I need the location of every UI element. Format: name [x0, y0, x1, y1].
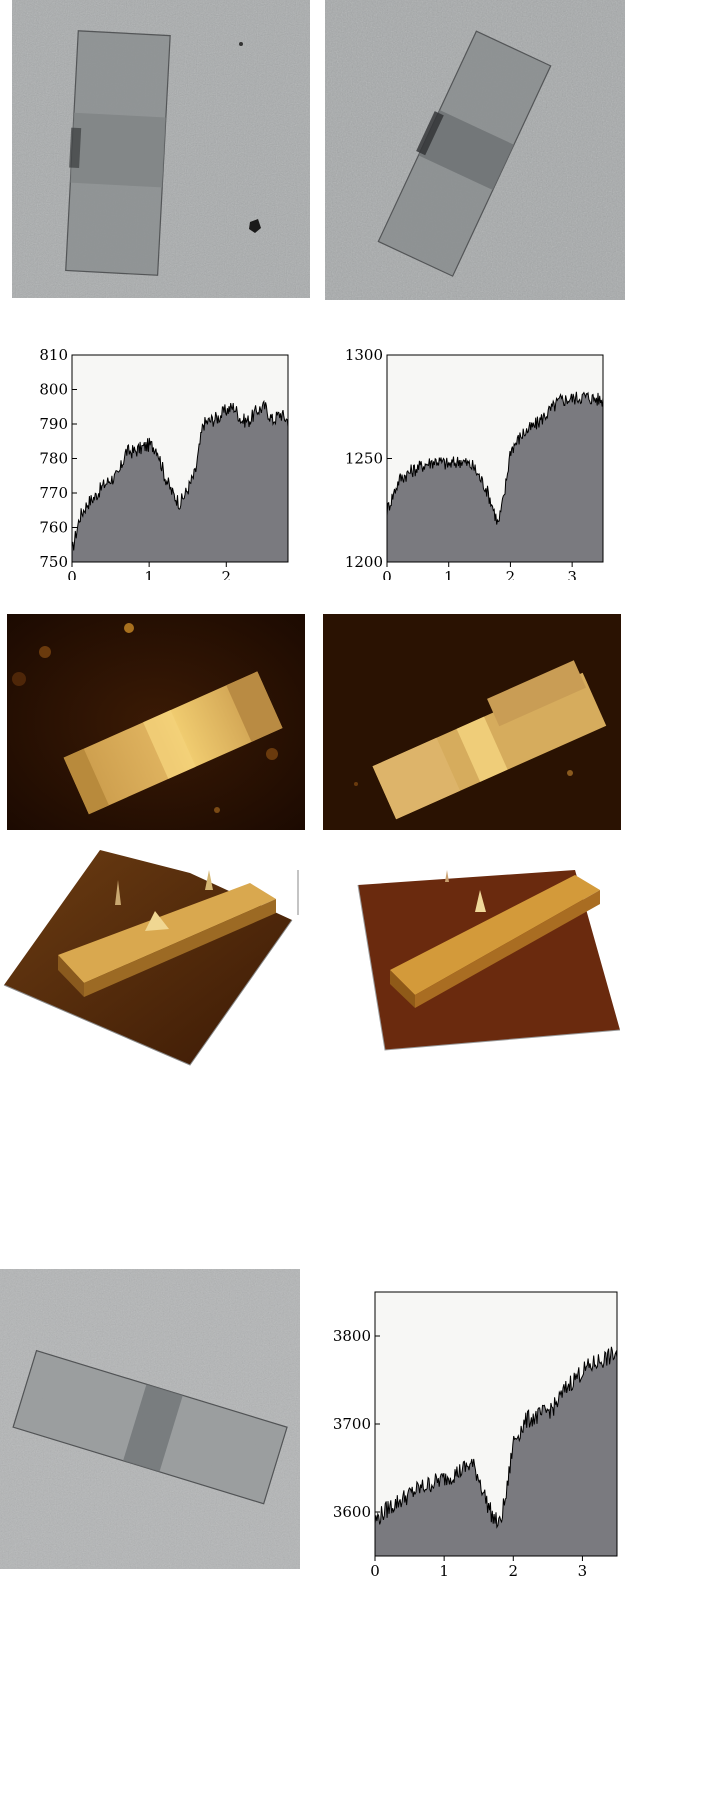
y-tick-label: 800 [39, 381, 68, 399]
profile-area [387, 391, 603, 562]
x-tick-label: 2 [506, 568, 516, 580]
y-tick-label: 750 [39, 553, 68, 571]
profile-area [375, 1346, 617, 1556]
profile-chart-2: 1200 1250 1300 0 1 2 3 [330, 340, 620, 580]
y-tick-label: 810 [39, 346, 68, 364]
y-tick-label: 760 [39, 519, 68, 537]
y-tick-label: 770 [39, 484, 68, 502]
profile-chart-2-svg: 1200 1250 1300 0 1 2 3 [345, 346, 604, 580]
tem-image-3 [0, 1269, 300, 1569]
afm-3d-image-2 [350, 860, 625, 1065]
afm-image-2 [323, 614, 621, 830]
profile-chart-1: 750 760 770 780 790 800 810 0 1 2 [22, 340, 312, 580]
x-tick-label: 0 [382, 568, 392, 580]
x-tick-label: 3 [578, 1562, 588, 1580]
y-tick-label: 1250 [345, 450, 383, 468]
y-tick-label: 790 [39, 415, 68, 433]
profile-line [386, 391, 604, 525]
x-tick-label: 0 [67, 568, 77, 580]
x-tick-label: 1 [439, 1562, 449, 1580]
x-tick-label: 1 [144, 568, 154, 580]
tem-image-2 [325, 0, 625, 300]
y-tick-label: 1300 [345, 346, 383, 364]
profile-line [374, 1346, 618, 1529]
profile-chart-3-svg: 3600 3700 3800 0 1 2 3 [333, 1291, 618, 1580]
y-tick-label: 3700 [333, 1415, 371, 1433]
x-tick-label: 1 [444, 568, 454, 580]
afm-3d-image-1 [0, 845, 305, 1070]
profile-area [72, 401, 288, 562]
profile-chart-3: 3600 3700 3800 0 1 2 3 [325, 1283, 625, 1583]
x-tick-label: 2 [222, 568, 232, 580]
y-tick-label: 3600 [333, 1503, 371, 1521]
x-tick-label: 0 [370, 1562, 380, 1580]
afm-image-1 [7, 614, 305, 830]
profile-chart-1-svg: 750 760 770 780 790 800 810 0 1 2 [39, 346, 289, 580]
tem-image-1 [12, 0, 310, 298]
profile-line [71, 399, 289, 551]
x-tick-label: 2 [509, 1562, 519, 1580]
y-tick-label: 3800 [333, 1327, 371, 1345]
y-tick-label: 1200 [345, 553, 383, 571]
x-tick-label: 3 [567, 568, 577, 580]
y-tick-label: 780 [39, 450, 68, 468]
